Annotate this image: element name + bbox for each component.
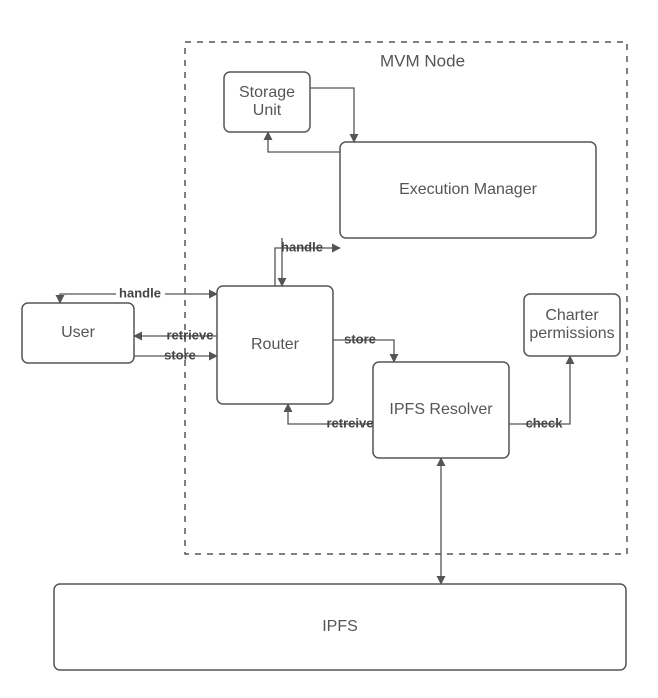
edge-handle-left-b: [60, 294, 116, 303]
edge-handle-top-label: handle: [281, 239, 323, 254]
node-charter-label-line0: Charter: [545, 307, 599, 324]
edge-retreive-back-label: retreive: [327, 415, 374, 430]
node-storage-label-line1: Unit: [253, 102, 282, 119]
edge-retrieve-left-label: retrieve: [167, 327, 214, 342]
edge-storage-to-exec: [310, 88, 354, 142]
node-router-label: Router: [251, 336, 300, 353]
node-exec-label: Execution Manager: [399, 181, 538, 198]
node-storage-label-line0: Storage: [239, 84, 295, 101]
edge-check: [509, 356, 570, 424]
edge-check-label: check: [526, 415, 564, 430]
node-charter-label-line1: permissions: [529, 325, 614, 342]
edge-store-right-label: store: [344, 331, 376, 346]
node-user-label: User: [61, 324, 95, 341]
edge-handle-left-label: handle: [119, 285, 161, 300]
node-ipfsres-label: IPFS Resolver: [389, 401, 493, 418]
edge-store-left-label: store: [164, 347, 196, 362]
node-ipfs-label: IPFS: [322, 618, 358, 635]
mvm-node-title: MVM Node: [380, 51, 465, 70]
edge-exec-to-storage: [268, 132, 340, 152]
